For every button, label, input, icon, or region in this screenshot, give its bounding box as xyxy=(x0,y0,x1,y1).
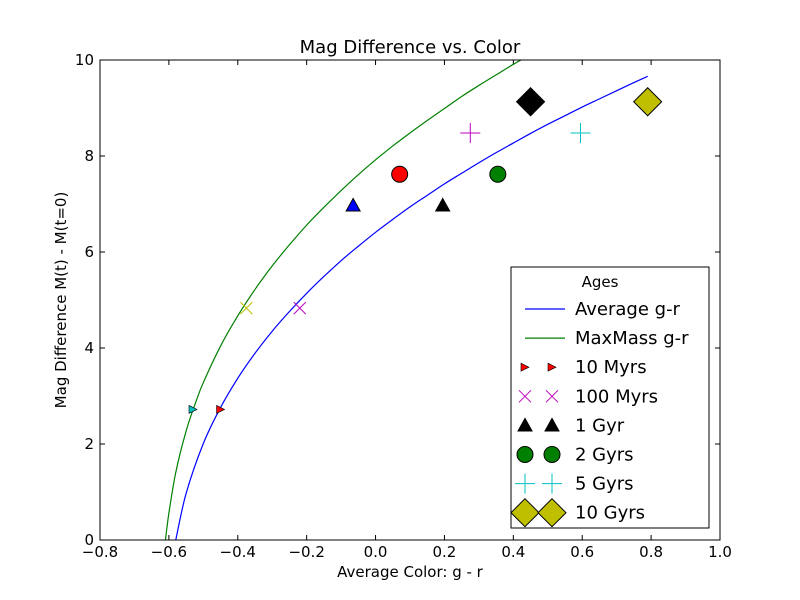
marker-100-myrs xyxy=(293,301,307,315)
y-tick-label: 2 xyxy=(84,435,94,453)
legend-handle xyxy=(510,497,540,528)
y-tick-label: 0 xyxy=(84,531,94,549)
marker-100-myrs xyxy=(240,301,253,315)
legend-box xyxy=(510,266,710,529)
marker-layer xyxy=(188,87,663,414)
marker-2-gyrs xyxy=(489,165,507,183)
x-tick-label: 0.4 xyxy=(501,543,525,561)
legend-label: 2 Gyrs xyxy=(575,445,634,466)
x-tick-label: 0.6 xyxy=(570,543,594,561)
legend-handle xyxy=(547,362,557,372)
y-axis-label: Mag Difference M(t) - M(t=0) xyxy=(52,192,70,409)
y-tick-label: 6 xyxy=(84,243,94,261)
legend-handle xyxy=(543,446,561,463)
series-line-2 xyxy=(164,60,523,540)
legend-handle xyxy=(515,473,535,494)
marker-5-gyrs xyxy=(570,122,591,143)
legend-handle xyxy=(542,473,562,494)
x-tick-label: 0.2 xyxy=(433,543,457,561)
x-tick-label: −0.6 xyxy=(151,543,187,561)
x-tick-label: −0.8 xyxy=(82,543,118,561)
marker-2-gyrs xyxy=(391,165,409,183)
legend-handle xyxy=(520,362,530,372)
x-tick-label: −0.4 xyxy=(220,543,256,561)
x-tick-label: 0.8 xyxy=(639,543,663,561)
legend-label: 10 Myrs xyxy=(575,357,647,378)
y-tick-label: 8 xyxy=(84,147,94,165)
legend-handle xyxy=(517,417,533,432)
marker-10-gyrs xyxy=(632,87,663,117)
legend: Ages Average g-r MaxMass g-r 10 Myrs 100 Myr… xyxy=(510,266,710,529)
legend-handle xyxy=(516,446,534,463)
legend-label: 100 Myrs xyxy=(575,386,658,407)
marker-1-gyr xyxy=(345,197,362,212)
x-axis-label: Average Color: g - r xyxy=(337,563,484,581)
marker-1-gyr xyxy=(434,197,451,212)
series-layer xyxy=(164,60,648,540)
legend-handle xyxy=(545,389,559,403)
legend-handle xyxy=(537,497,567,528)
legend-label: 1 Gyr xyxy=(575,415,625,436)
marker-10-myrs xyxy=(216,404,226,414)
marker-5-gyrs xyxy=(460,122,481,143)
plot-frame xyxy=(99,59,721,541)
legend-label: Average g-r xyxy=(575,299,681,320)
x-tick-label: −0.2 xyxy=(288,543,324,561)
legend-handle xyxy=(518,389,532,403)
marker-10-myrs xyxy=(188,404,198,414)
legend-label: 10 Gyrs xyxy=(575,503,645,524)
x-tick-label: 1.0 xyxy=(708,543,732,561)
marker-10-gyrs xyxy=(515,87,546,117)
y-tick-label: 4 xyxy=(84,339,94,357)
axis-ticks: −0.8 −0.6 −0.4 −0.2 0.0 0.2 0.4 0.6 0.8 1.0 0 2 4 6 8 1… xyxy=(75,51,732,561)
legend-label: 5 Gyrs xyxy=(575,474,634,495)
series-line-1 xyxy=(175,75,648,540)
legend-label: MaxMass g-r xyxy=(575,328,689,349)
legend-handle xyxy=(544,417,560,432)
legend-title: Ages xyxy=(582,273,619,291)
y-tick-label: 10 xyxy=(75,51,94,69)
chart-title: Mag Difference vs. Color xyxy=(300,37,521,58)
x-tick-label: 0.0 xyxy=(364,543,388,561)
